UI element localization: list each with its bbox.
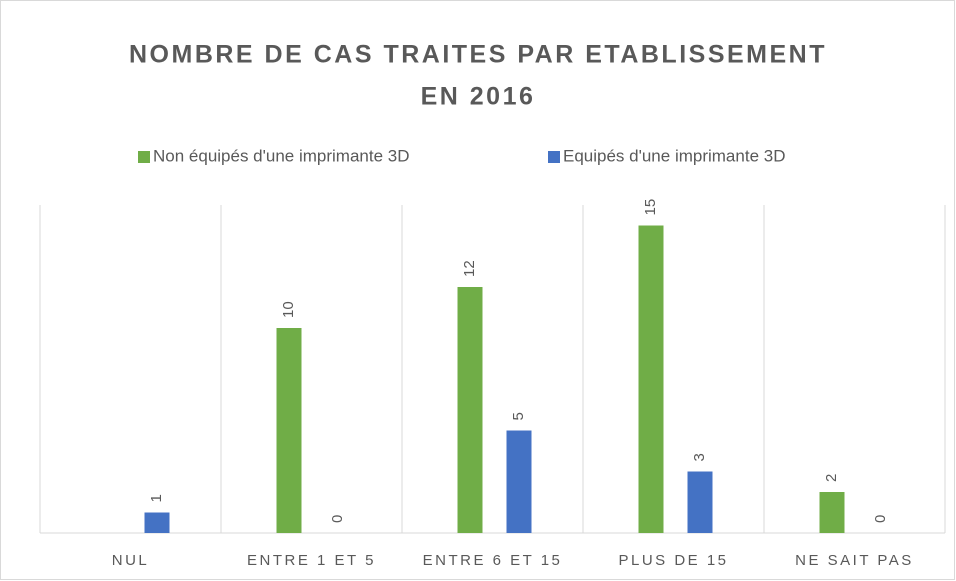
bar: [819, 492, 845, 533]
data-label: 3: [691, 453, 708, 461]
legend-label: Non équipés d'une imprimante 3D: [153, 146, 410, 165]
chart-title: EN 2016: [421, 83, 536, 111]
legend-swatch: [138, 151, 150, 163]
data-label: 12: [461, 260, 478, 277]
data-label: 1: [148, 494, 165, 502]
bar: [638, 225, 664, 533]
x-tick-label: ENTRE 6 ET 15: [423, 552, 563, 569]
data-label: 0: [872, 515, 889, 523]
data-label: 10: [280, 301, 297, 318]
legend-swatch: [548, 151, 560, 163]
x-tick-label: NUL: [112, 552, 150, 569]
bar: [144, 512, 170, 533]
legend-label: Equipés d'une imprimante 3D: [563, 146, 785, 165]
data-label: 5: [510, 412, 527, 420]
data-label: 15: [642, 199, 659, 216]
x-tick-label: PLUS DE 15: [618, 552, 728, 569]
x-tick-label: NE SAIT PAS: [795, 552, 914, 569]
bar: [506, 430, 532, 533]
chart-title: NOMBRE DE CAS TRAITES PAR ETABLISSEMENT: [129, 41, 827, 69]
bar: [457, 287, 483, 533]
data-label: 2: [823, 474, 840, 482]
bar: [687, 471, 713, 533]
x-tick-label: ENTRE 1 ET 5: [247, 552, 376, 569]
bar: [276, 328, 302, 533]
data-label: 0: [329, 515, 346, 523]
